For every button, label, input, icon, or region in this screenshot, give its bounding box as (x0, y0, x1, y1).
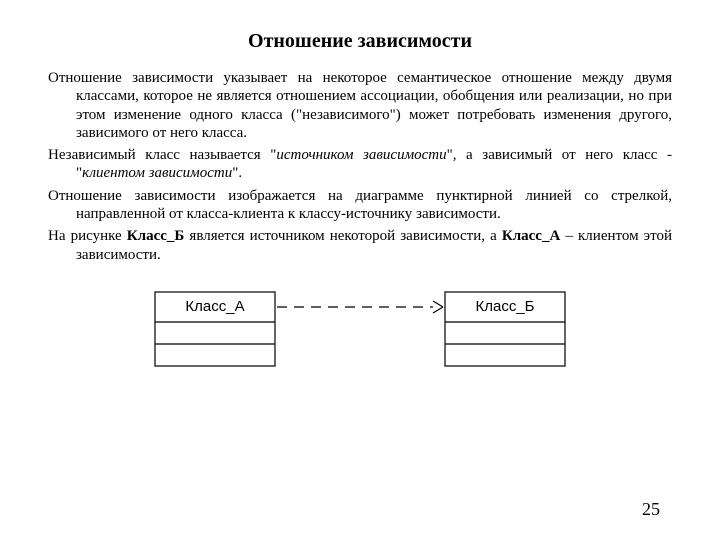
paragraph-4: На рисунке Класс_Б является источником н… (48, 227, 672, 264)
p2-italic-2: клиентом зависимости (82, 165, 232, 181)
page-number: 25 (642, 499, 660, 520)
paragraph-1: Отношение зависимости указывает на некот… (48, 69, 672, 142)
paragraph-2: Независимый класс называется "источником… (48, 146, 672, 183)
p2-text-c: ". (232, 165, 242, 181)
p2-italic-1: источником зависимости (276, 147, 446, 163)
p4-text-b: является источником некоторой зависимост… (184, 228, 502, 244)
class-a-box-label: Класс_А (185, 298, 244, 315)
class-a-box: Класс_А (155, 292, 275, 366)
class-b-box: Класс_Б (445, 292, 565, 366)
dependency-arrowhead-top (433, 301, 443, 307)
diagram-container: Класс_А Класс_Б (48, 282, 672, 402)
page: Отношение зависимости Отношение зависимо… (0, 0, 720, 540)
p4-bold-2: Класс_А (502, 228, 560, 244)
uml-dependency-diagram: Класс_А Класс_Б (145, 282, 575, 402)
page-title: Отношение зависимости (48, 30, 672, 53)
p4-text-a: На рисунке (48, 228, 127, 244)
p4-bold-1: Класс_Б (127, 228, 185, 244)
dependency-arrowhead-bottom (433, 307, 443, 313)
p2-text-a: Независимый класс называется " (48, 147, 276, 163)
class-b-box-label: Класс_Б (475, 298, 534, 315)
paragraph-3: Отношение зависимости изображается на ди… (48, 187, 672, 224)
